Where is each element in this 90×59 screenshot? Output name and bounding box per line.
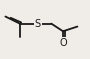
Text: S: S (35, 19, 41, 29)
Text: O: O (59, 38, 67, 48)
